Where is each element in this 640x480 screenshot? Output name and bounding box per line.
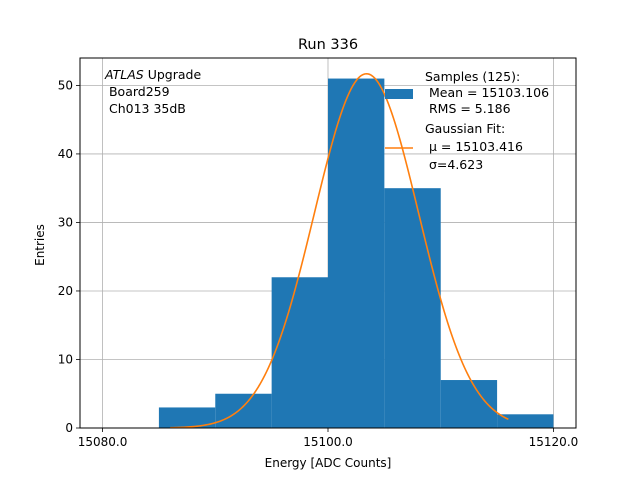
- y-tick-label: 40: [58, 147, 73, 161]
- legend-fit-title: Gaussian Fit:: [425, 121, 505, 136]
- legend-fit-mu: μ = 15103.416: [425, 139, 523, 154]
- y-tick-label: 0: [65, 421, 73, 435]
- y-tick-label: 10: [58, 352, 73, 366]
- x-axis-ticks: 15080.0 15100.0 15120.0: [78, 428, 579, 449]
- histogram-bar-4: [384, 188, 441, 428]
- legend: Samples (125): Mean = 15103.106 RMS = 5.…: [385, 69, 549, 172]
- legend-samples-mean: Mean = 15103.106: [425, 85, 549, 100]
- y-tick-label: 30: [58, 215, 73, 229]
- legend-fit-sigma: σ=4.623: [425, 157, 483, 172]
- histogram-bar-1: [215, 393, 272, 428]
- legend-samples-swatch: [385, 89, 413, 99]
- histogram-bars: [158, 78, 554, 429]
- atlas-label: ATLAS: [104, 67, 144, 82]
- gaussian-fit-line: [170, 72, 509, 429]
- y-axis-label: Entries: [33, 224, 47, 266]
- x-tick-label: 15100.0: [303, 435, 353, 449]
- x-axis-label: Energy [ADC Counts]: [265, 456, 392, 470]
- y-tick-label: 20: [58, 284, 73, 298]
- histogram-bar-3: [328, 78, 385, 429]
- chart-title: Run 336: [298, 37, 358, 53]
- legend-samples-rms: RMS = 5.186: [425, 101, 511, 116]
- legend-samples-title: Samples (125):: [425, 69, 520, 84]
- channel-label: Ch013 35dB: [105, 101, 186, 116]
- y-tick-label: 50: [58, 78, 73, 92]
- atlas-annotation: ATLAS Upgrade Board259 Ch013 35dB: [104, 67, 201, 116]
- board-label: Board259: [105, 84, 170, 99]
- histogram-bar-6: [497, 414, 554, 428]
- x-tick-label: 15080.0: [78, 435, 128, 449]
- gaussian-fit: [170, 72, 509, 429]
- histogram-bar-0: [158, 407, 216, 428]
- upgrade-label: Upgrade: [144, 67, 202, 82]
- x-tick-label: 15120.0: [529, 435, 579, 449]
- histogram-bar-5: [440, 380, 498, 428]
- y-axis-ticks: 0 10 20 30 40 50: [58, 78, 80, 435]
- atlas-label-line: ATLAS Upgrade: [104, 67, 201, 82]
- histogram-bar-2: [271, 277, 328, 428]
